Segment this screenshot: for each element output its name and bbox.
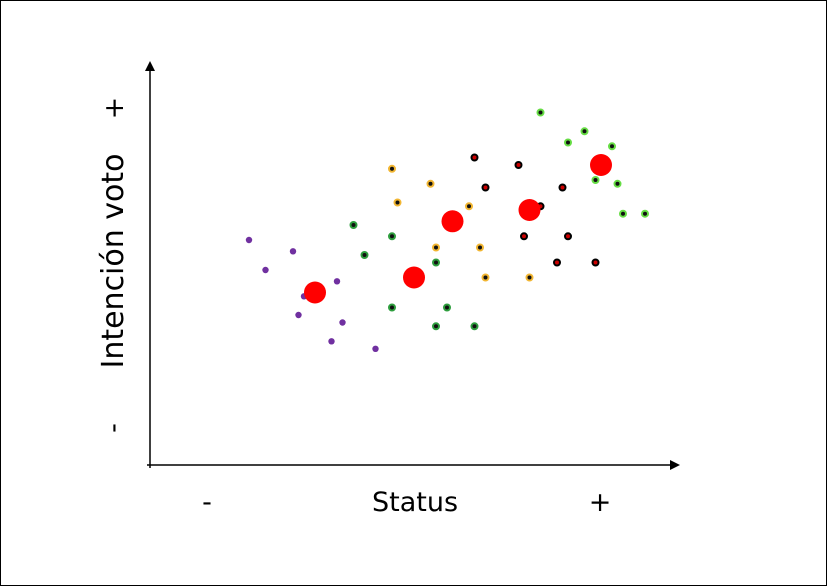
y-axis-high-label: + — [99, 97, 130, 120]
data-point — [388, 232, 396, 241]
data-point — [349, 221, 358, 229]
data-point — [432, 243, 440, 252]
data-point — [339, 319, 346, 326]
data-point — [470, 322, 479, 331]
data-point — [470, 153, 479, 162]
data-point — [619, 209, 627, 218]
data-point — [591, 176, 600, 184]
mean-point — [403, 266, 425, 289]
data-point — [481, 183, 490, 192]
data-point — [333, 278, 341, 285]
y-axis-low-label: - — [98, 423, 129, 433]
data-point — [608, 142, 616, 151]
mean-point — [441, 210, 464, 233]
mean-point — [518, 199, 541, 221]
data-point — [372, 345, 379, 352]
data-point — [525, 273, 534, 282]
data-point — [564, 232, 572, 241]
data-point — [536, 108, 545, 117]
data-point — [388, 303, 396, 312]
data-point — [465, 202, 473, 211]
data-point — [432, 258, 440, 267]
data-point — [393, 198, 402, 207]
data-point — [245, 236, 253, 244]
data-point — [476, 243, 484, 252]
data-points — [245, 108, 649, 352]
data-point — [520, 232, 528, 241]
data-point — [564, 138, 572, 147]
data-point — [613, 179, 622, 188]
x-axis-high-label: + — [589, 487, 612, 518]
data-point — [514, 161, 523, 169]
data-point — [580, 127, 589, 136]
data-point — [426, 179, 435, 188]
data-point — [295, 311, 302, 319]
data-point — [289, 248, 297, 255]
data-point — [432, 322, 440, 331]
y-axis-label: Intención voto — [96, 153, 131, 368]
x-axis-label: Status — [372, 487, 458, 518]
data-point — [262, 266, 269, 274]
data-point — [553, 258, 561, 267]
data-point — [558, 183, 567, 192]
data-point — [443, 303, 451, 312]
x-axis-low-label: - — [202, 487, 212, 518]
mean-point — [304, 281, 326, 304]
data-point — [481, 273, 490, 282]
data-point — [328, 338, 335, 345]
data-point — [388, 164, 396, 173]
data-point — [591, 258, 600, 267]
data-point — [641, 209, 649, 218]
mean-point — [590, 154, 612, 176]
data-point — [360, 251, 369, 259]
